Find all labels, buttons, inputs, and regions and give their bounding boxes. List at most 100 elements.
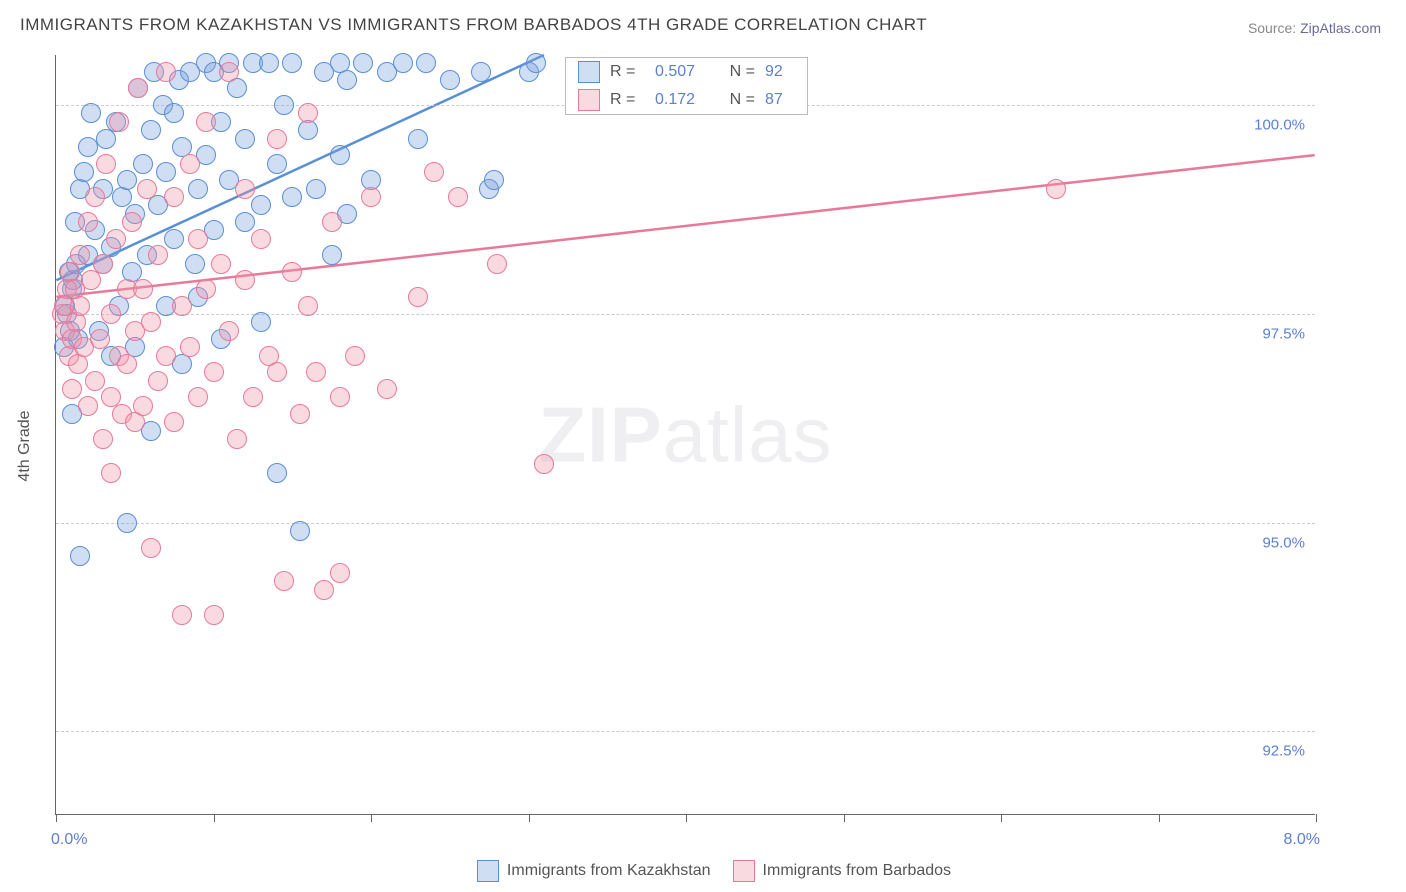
data-point-kazakhstan — [393, 53, 413, 73]
data-point-barbados — [172, 605, 192, 625]
y-tick-label: 100.0% — [1254, 117, 1305, 134]
r-value: 0.507 — [655, 63, 715, 81]
data-point-kazakhstan — [251, 312, 271, 332]
data-point-barbados — [204, 362, 224, 382]
data-point-barbados — [122, 212, 142, 232]
data-point-barbados — [93, 254, 113, 274]
plot-area: ZIPatlas 92.5%95.0%97.5%100.0%0.0%8.0% — [55, 55, 1315, 815]
data-point-barbados — [106, 229, 126, 249]
data-point-barbados — [164, 412, 184, 432]
data-point-barbados — [156, 62, 176, 82]
data-point-kazakhstan — [267, 463, 287, 483]
x-axis-start-label: 0.0% — [51, 831, 87, 849]
n-value: 87 — [765, 91, 795, 109]
stat-row: R =0.507N =92 — [566, 58, 807, 86]
data-point-barbados — [448, 187, 468, 207]
data-point-kazakhstan — [141, 120, 161, 140]
x-tick — [529, 814, 530, 822]
legend-label: Immigrants from Barbados — [763, 862, 952, 879]
data-point-kazakhstan — [259, 53, 279, 73]
x-tick — [371, 814, 372, 822]
data-point-kazakhstan — [81, 103, 101, 123]
grid-line — [56, 523, 1315, 524]
y-tick-label: 95.0% — [1262, 534, 1305, 551]
x-tick — [1159, 814, 1160, 822]
data-point-barbados — [196, 279, 216, 299]
data-point-barbados — [117, 354, 137, 374]
data-point-kazakhstan — [185, 254, 205, 274]
data-point-barbados — [377, 379, 397, 399]
data-point-kazakhstan — [274, 95, 294, 115]
data-point-barbados — [306, 362, 326, 382]
data-point-barbados — [1046, 179, 1066, 199]
data-point-barbados — [90, 329, 110, 349]
y-tick-label: 97.5% — [1262, 325, 1305, 342]
data-point-barbados — [235, 270, 255, 290]
data-point-barbados — [141, 538, 161, 558]
data-point-barbados — [290, 404, 310, 424]
data-point-kazakhstan — [282, 187, 302, 207]
data-point-kazakhstan — [440, 70, 460, 90]
bottom-legend: Immigrants from Kazakhstan Immigrants fro… — [0, 860, 1406, 882]
data-point-barbados — [81, 270, 101, 290]
data-point-barbados — [219, 62, 239, 82]
data-point-barbados — [78, 396, 98, 416]
data-point-barbados — [204, 605, 224, 625]
source-prefix: Source: — [1248, 20, 1300, 36]
data-point-kazakhstan — [188, 179, 208, 199]
source-attribution: Source: ZipAtlas.com — [1248, 20, 1381, 36]
data-point-kazakhstan — [251, 195, 271, 215]
x-tick — [686, 814, 687, 822]
data-point-barbados — [101, 463, 121, 483]
data-point-kazakhstan — [322, 245, 342, 265]
data-point-barbados — [78, 212, 98, 232]
x-tick — [1001, 814, 1002, 822]
data-point-barbados — [188, 229, 208, 249]
data-point-barbados — [148, 371, 168, 391]
data-point-barbados — [148, 245, 168, 265]
data-point-barbados — [70, 245, 90, 265]
data-point-barbados — [267, 129, 287, 149]
data-point-kazakhstan — [117, 513, 137, 533]
legend-swatch — [477, 860, 499, 882]
data-point-kazakhstan — [306, 179, 326, 199]
legend-swatch — [578, 89, 600, 111]
x-tick — [844, 814, 845, 822]
data-point-kazakhstan — [164, 103, 184, 123]
data-point-barbados — [188, 387, 208, 407]
data-point-kazakhstan — [164, 229, 184, 249]
data-point-barbados — [330, 563, 350, 583]
data-point-kazakhstan — [408, 129, 428, 149]
data-point-kazakhstan — [117, 170, 137, 190]
data-point-barbados — [101, 304, 121, 324]
chart-title: IMMIGRANTS FROM KAZAKHSTAN VS IMMIGRANTS… — [20, 15, 927, 35]
data-point-barbados — [267, 362, 287, 382]
source-link[interactable]: ZipAtlas.com — [1300, 20, 1381, 36]
x-tick — [56, 814, 57, 822]
data-point-kazakhstan — [70, 546, 90, 566]
data-point-barbados — [487, 254, 507, 274]
n-label: N = — [725, 63, 755, 81]
n-value: 92 — [765, 63, 795, 81]
data-point-barbados — [133, 396, 153, 416]
data-point-barbados — [424, 162, 444, 182]
legend-label: Immigrants from Kazakhstan — [507, 862, 711, 879]
data-point-barbados — [128, 78, 148, 98]
data-point-kazakhstan — [267, 154, 287, 174]
data-point-barbados — [251, 229, 271, 249]
data-point-kazakhstan — [526, 53, 546, 73]
data-point-barbados — [156, 346, 176, 366]
stat-row: R =0.172N =87 — [566, 86, 807, 114]
x-tick — [1316, 814, 1317, 822]
data-point-barbados — [172, 296, 192, 316]
data-point-barbados — [180, 154, 200, 174]
data-point-barbados — [243, 387, 263, 407]
data-point-kazakhstan — [484, 170, 504, 190]
chart-container: IMMIGRANTS FROM KAZAKHSTAN VS IMMIGRANTS… — [0, 0, 1406, 892]
grid-line — [56, 731, 1315, 732]
data-point-kazakhstan — [74, 162, 94, 182]
data-point-barbados — [85, 371, 105, 391]
data-point-barbados — [164, 187, 184, 207]
data-point-kazakhstan — [78, 137, 98, 157]
data-point-kazakhstan — [133, 154, 153, 174]
